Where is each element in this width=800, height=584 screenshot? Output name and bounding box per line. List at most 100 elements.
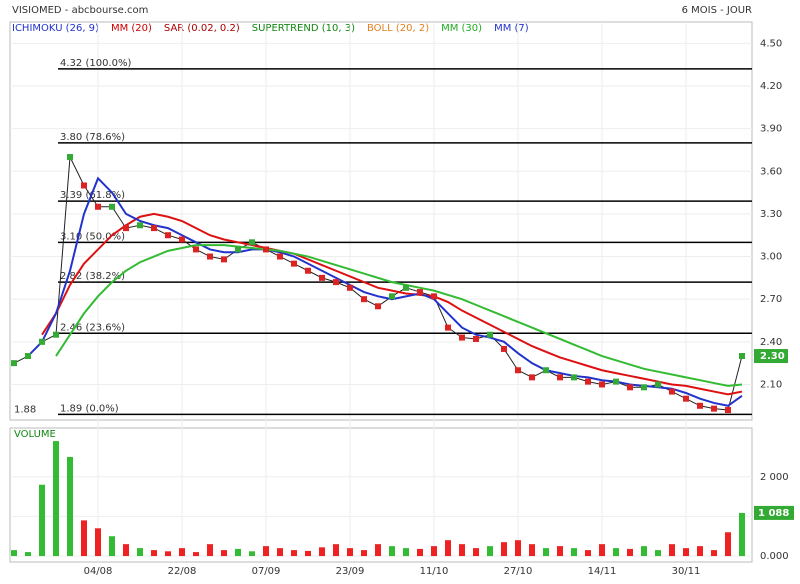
fib-label: 3.10 (50.0%)	[60, 231, 125, 242]
close-marker	[11, 360, 17, 367]
close-marker	[347, 284, 353, 291]
y-tick-label: 3.60	[760, 166, 782, 177]
volume-bar	[67, 456, 73, 557]
volume-bar	[53, 441, 59, 557]
x-tick-label: 22/08	[168, 566, 197, 577]
volume-bar	[487, 546, 493, 557]
close-marker	[585, 378, 591, 385]
volume-bar	[333, 544, 339, 557]
close-marker	[445, 324, 451, 331]
close-marker	[389, 293, 395, 300]
volume-bar	[585, 550, 591, 557]
fib-label: 4.32 (100.0%)	[60, 58, 131, 69]
y-tick-label: 2.40	[760, 337, 782, 348]
close-marker	[655, 381, 661, 388]
price-line	[55, 244, 743, 387]
volume-bar	[137, 548, 143, 557]
price-line	[41, 212, 743, 396]
close-marker	[137, 222, 143, 229]
chart-subtitle: 6 MOIS - JOUR	[682, 5, 752, 16]
volume-bar	[375, 544, 381, 557]
volume-tick-label: 0.000	[760, 551, 789, 562]
volume-bar	[445, 540, 451, 557]
close-marker	[403, 284, 409, 291]
legend-item: MM (30)	[441, 23, 482, 34]
volume-bar	[151, 550, 157, 557]
close-marker	[221, 256, 227, 263]
volume-panel	[9, 427, 753, 563]
close-marker	[25, 353, 31, 360]
volume-bar	[697, 546, 703, 557]
volume-bar	[403, 548, 409, 557]
close-marker	[319, 274, 325, 281]
volume-bar	[543, 548, 549, 557]
volume-bar	[207, 544, 213, 557]
close-marker	[641, 384, 647, 391]
close-marker	[473, 335, 479, 342]
close-marker	[515, 367, 521, 374]
close-marker	[669, 388, 675, 395]
close-marker	[487, 331, 493, 338]
close-marker	[459, 334, 465, 341]
volume-bar	[557, 546, 563, 557]
y-tick-label: 3.30	[760, 209, 782, 220]
volume-tick-label: 2 000	[760, 472, 789, 483]
price-line	[27, 176, 743, 407]
volume-bar	[529, 544, 535, 557]
volume-bar	[249, 551, 255, 557]
y-tick-label: 3.90	[760, 124, 782, 135]
close-marker	[151, 225, 157, 232]
close-marker	[571, 374, 577, 381]
close-marker	[599, 381, 605, 388]
close-marker	[543, 367, 549, 374]
fib-label: 2.46 (23.6%)	[60, 322, 125, 333]
legend-item: BOLL (20, 2)	[367, 23, 429, 34]
fib-label: 3.39 (61.8%)	[60, 190, 125, 201]
volume-bar	[277, 548, 283, 557]
volume-bar	[431, 546, 437, 557]
volume-bar	[81, 520, 87, 557]
volume-bar	[179, 548, 185, 557]
close-marker	[39, 338, 45, 345]
volume-bar	[599, 544, 605, 557]
volume-bar	[711, 550, 717, 557]
volume-bar	[291, 550, 297, 557]
close-marker	[179, 236, 185, 243]
x-tick-label: 07/09	[252, 566, 281, 577]
volume-bar	[109, 536, 115, 557]
close-marker	[501, 345, 507, 352]
volume-bar	[725, 532, 731, 557]
x-tick-label: 27/10	[504, 566, 533, 577]
close-marker	[123, 225, 129, 232]
volume-bar	[683, 548, 689, 557]
y-tick-label: 4.20	[760, 81, 782, 92]
volume-bar	[193, 552, 199, 557]
volume-bar	[123, 544, 129, 557]
x-tick-label: 23/09	[336, 566, 365, 577]
close-marker	[263, 246, 269, 253]
close-marker	[207, 253, 213, 260]
volume-bar	[319, 547, 325, 557]
y-tick-label: 4.50	[760, 38, 782, 49]
x-tick-label: 30/11	[672, 566, 701, 577]
volume-bar	[165, 551, 171, 557]
volume-bar	[235, 548, 241, 557]
close-marker	[235, 246, 241, 253]
x-tick-label: 14/11	[588, 566, 617, 577]
legend-item: SAR (0.02, 0.2)	[164, 23, 240, 34]
legend-item: ICHIMOKU (26, 9)	[12, 23, 99, 34]
volume-bar	[361, 550, 367, 557]
close-marker	[193, 246, 199, 253]
volume-bar	[347, 548, 353, 557]
close-marker	[711, 405, 717, 412]
x-tick-label: 04/08	[84, 566, 113, 577]
close-marker	[725, 407, 731, 414]
legend-item: MM (20)	[111, 23, 152, 34]
volume-bar	[263, 546, 269, 557]
volume-bar	[473, 548, 479, 557]
close-marker	[613, 378, 619, 385]
volume-bar	[571, 548, 577, 557]
fib-label: 3.80 (78.6%)	[60, 132, 125, 143]
volume-bar	[613, 548, 619, 557]
